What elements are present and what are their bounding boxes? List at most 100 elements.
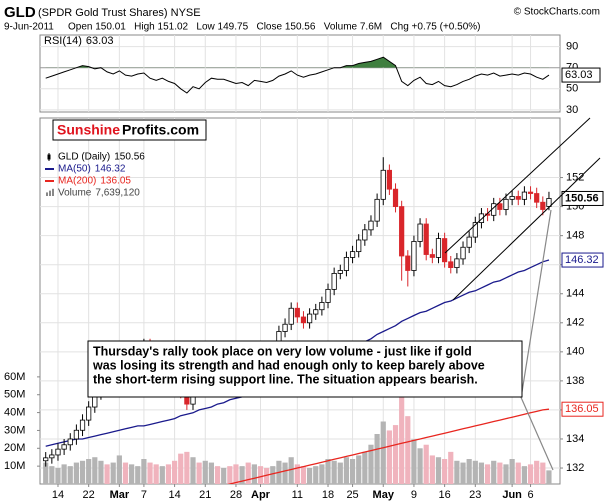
volume-bar	[184, 451, 190, 484]
volume-bar	[159, 466, 165, 484]
x-tick-label: Mar	[110, 489, 130, 501]
logo-second: Profits.com	[122, 122, 199, 138]
candle-body	[435, 238, 442, 258]
volume-bar	[98, 460, 104, 484]
volume-bar	[288, 457, 294, 484]
x-tick-label: 22	[83, 489, 95, 501]
quote: Open 150.01 High 151.02 Low 149.75 Close…	[68, 22, 481, 33]
volume-bar	[491, 460, 497, 484]
volume-bar	[313, 466, 319, 484]
y-tick-label: 134	[566, 433, 584, 445]
volume-bar	[442, 459, 448, 484]
candle-body	[515, 196, 521, 200]
volume-bar	[202, 460, 208, 484]
volume-bar	[208, 462, 215, 484]
candle-body	[442, 238, 448, 263]
volume-bar	[178, 453, 184, 484]
volume-bar	[527, 464, 534, 484]
source: © StockCharts.com	[514, 7, 600, 18]
candle-body	[448, 261, 454, 268]
candle-body	[466, 236, 472, 248]
volume-bar	[448, 451, 454, 484]
x-tick-label: 14	[168, 489, 180, 501]
candle-body	[527, 191, 534, 194]
candle-body	[392, 188, 399, 207]
volume-bar	[521, 466, 528, 484]
volume-bar	[214, 466, 221, 484]
volume-bar	[484, 464, 491, 484]
y-tick-label: 142	[566, 317, 584, 329]
annotation-line: the short-term rising support line. The …	[93, 372, 478, 386]
x-tick-label: 11	[292, 489, 303, 501]
candle-body	[294, 307, 300, 318]
legend-icon	[52, 188, 54, 196]
candle-body	[503, 198, 509, 210]
value-box	[561, 401, 604, 417]
volume-bar	[294, 464, 300, 484]
candle-body	[313, 309, 319, 315]
candle-body	[478, 213, 485, 223]
candle-body	[356, 239, 362, 253]
candle-body	[349, 251, 356, 258]
candle-body	[417, 223, 423, 242]
candle-body	[423, 223, 429, 255]
candle-body	[61, 444, 67, 450]
x-tick-label: 9	[411, 489, 417, 501]
volume-tick-label: 30M	[4, 424, 25, 436]
volume-bar	[61, 464, 67, 484]
volume-bar	[307, 467, 313, 484]
security-name: (SPDR Gold Trust Shares) NYSE	[38, 7, 201, 19]
price-panel	[39, 117, 561, 485]
volume-bar	[153, 464, 159, 484]
x-tick-label: 7	[141, 489, 147, 501]
candle-body	[497, 203, 503, 210]
rsi-title: RSI(14)	[44, 35, 82, 47]
volume-tick-label: 40M	[4, 406, 25, 418]
legend-label: GLD (Daily)	[58, 152, 110, 163]
volume-bar	[55, 467, 61, 484]
volume-bar	[399, 394, 405, 484]
volume-bar	[147, 462, 153, 484]
x-tick-label: 16	[438, 489, 450, 501]
legend-label: MA(50)	[58, 164, 91, 175]
legend-value: 146.32	[95, 164, 126, 175]
volume-bar	[380, 421, 386, 484]
x-tick-label: Jun	[502, 489, 522, 501]
candle-body	[521, 191, 528, 200]
rsi-line	[45, 56, 550, 94]
candle-body	[429, 254, 435, 258]
candle-body	[73, 429, 79, 440]
volume-bar	[331, 460, 337, 484]
volume-bar	[497, 462, 503, 484]
candle-body	[331, 273, 337, 290]
volume-bar	[466, 459, 472, 484]
candle-body	[509, 196, 515, 200]
y-tick-label: 132	[566, 462, 584, 474]
candle-body	[86, 406, 92, 421]
candle-body	[405, 255, 411, 271]
candle-body	[460, 246, 466, 260]
volume-bar	[435, 457, 442, 484]
volume-bar	[135, 466, 141, 484]
volume-bar	[122, 462, 129, 484]
y-tick-label: 138	[566, 375, 584, 387]
volume-tick-label: 20M	[4, 442, 25, 454]
legend-value: 7,639,120	[95, 188, 140, 199]
annotation-line: Thursday's rally took place on very low …	[93, 344, 472, 358]
x-tick-label: May	[373, 489, 395, 501]
legend-value: 136.05	[100, 176, 131, 187]
volume-bar	[343, 457, 350, 484]
volume-bar	[129, 464, 135, 484]
volume-bar	[110, 462, 116, 484]
volume-bar	[509, 459, 515, 484]
volume-bar	[251, 464, 257, 484]
volume-tick-label: 60M	[4, 371, 25, 383]
value-box	[561, 190, 604, 206]
volume-bar	[534, 460, 540, 484]
x-tick-label: 6	[527, 489, 533, 501]
candle-body	[362, 229, 368, 241]
pointer-line	[521, 209, 552, 393]
volume-bar	[460, 462, 466, 484]
volume-bar	[43, 462, 49, 484]
